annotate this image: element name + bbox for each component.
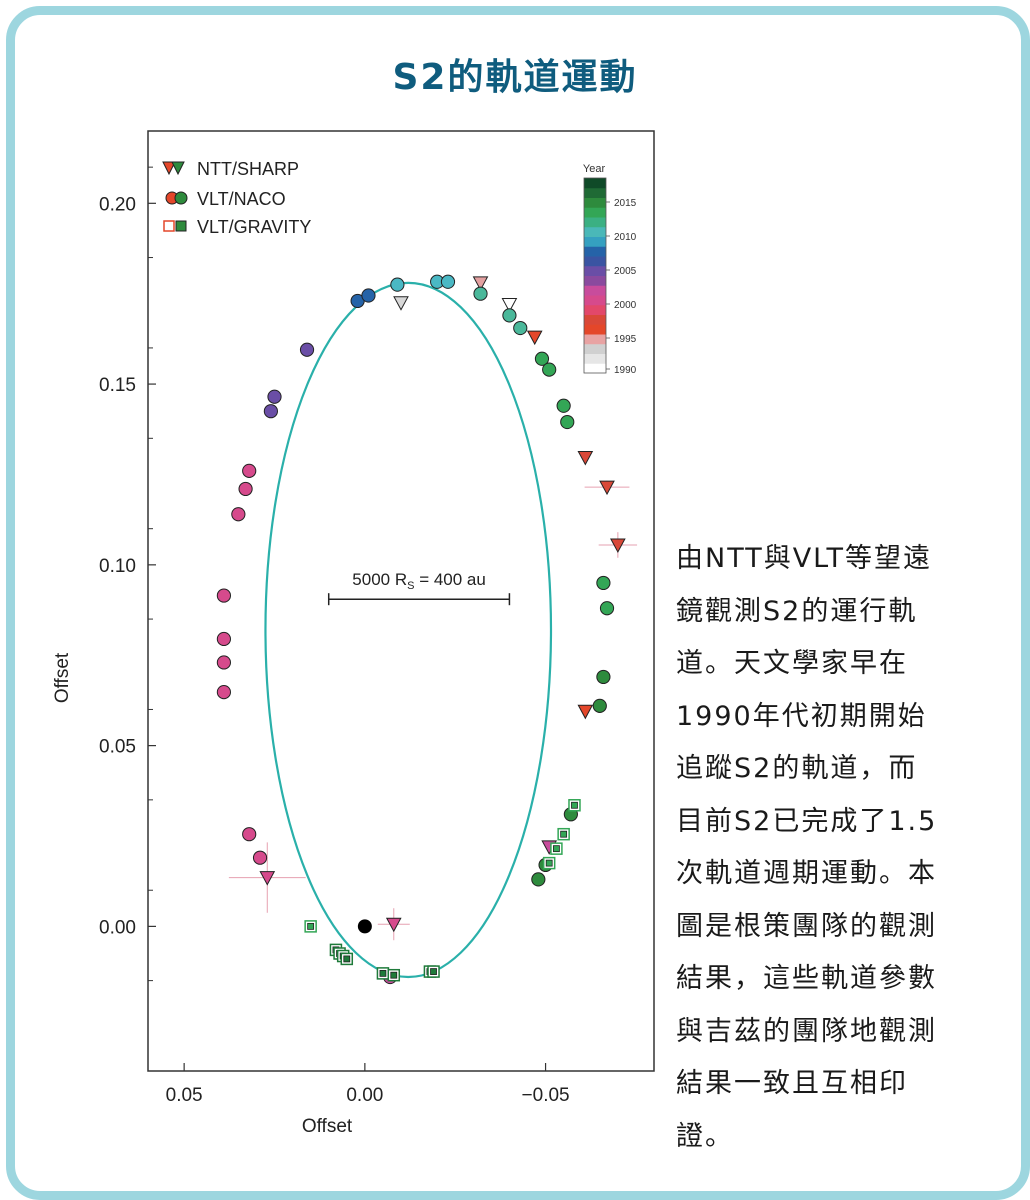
- colorbar-swatch: [584, 217, 606, 228]
- colorbar-tick-label: 2005: [614, 266, 637, 277]
- sharp-point: [599, 480, 615, 496]
- colorbar-title: Year: [583, 163, 606, 175]
- colorbar-swatch: [584, 295, 606, 306]
- legend-triangle-green: [171, 161, 185, 176]
- gravity-point-inner: [560, 830, 568, 838]
- legend-square-red: [163, 220, 175, 232]
- naco-point: [473, 286, 488, 301]
- sharp-point: [501, 298, 518, 313]
- naco-point: [390, 277, 405, 292]
- legend-label: NTT/SHARP: [197, 159, 299, 179]
- colorbar-swatch: [584, 343, 606, 354]
- naco-point: [242, 463, 257, 478]
- naco-point: [267, 389, 282, 404]
- sharp-point: [472, 276, 489, 291]
- x-tick-label: 0.00: [346, 1085, 383, 1106]
- naco-point: [231, 507, 246, 522]
- colorbar-swatch: [584, 246, 606, 257]
- naco-point: [238, 481, 253, 497]
- colorbar-swatch: [584, 265, 606, 276]
- sharp-point: [393, 296, 409, 311]
- page-title: S2的軌道運動: [392, 57, 638, 98]
- y-tick-label: 0.20: [99, 194, 136, 215]
- colorbar-border: [583, 177, 607, 374]
- x-tick-label: 0.05: [166, 1085, 203, 1106]
- naco-point: [299, 342, 315, 357]
- colorbar-tick-label: 2010: [614, 232, 637, 243]
- colorbar-swatch: [584, 324, 606, 335]
- gravity-point-inner: [571, 801, 578, 809]
- gravity-point-inner: [307, 922, 315, 930]
- gravity-point-inner: [545, 859, 553, 867]
- sharp-point: [526, 330, 543, 346]
- naco-point: [542, 362, 557, 377]
- colorbar-swatch: [584, 178, 606, 189]
- naco-point: [216, 588, 231, 603]
- colorbar-swatch: [584, 314, 606, 325]
- colorbar-swatch: [584, 275, 606, 286]
- colorbar-swatch: [584, 236, 606, 247]
- y-tick-label: 0.05: [99, 737, 136, 758]
- naco-point: [252, 850, 268, 865]
- legend-triangle-red: [162, 161, 176, 176]
- y-tick-label: 0.00: [99, 917, 136, 938]
- colorbar-swatch: [584, 304, 606, 315]
- sharp-point: [577, 450, 594, 466]
- legend-label: VLT/GRAVITY: [197, 217, 311, 237]
- legend-circle-green: [174, 191, 188, 205]
- colorbar-tick-label: 2015: [614, 198, 637, 209]
- naco-point: [556, 398, 571, 413]
- legend-label: VLT/NACO: [197, 189, 286, 209]
- colorbar-tick-label: 1990: [614, 365, 637, 376]
- y-tick-label: 0.10: [99, 556, 136, 577]
- naco-point: [531, 872, 546, 887]
- naco-point: [599, 601, 615, 616]
- naco-point: [534, 351, 550, 366]
- naco-point: [361, 288, 376, 303]
- gravity-point-inner: [379, 969, 387, 977]
- naco-point: [596, 575, 611, 591]
- gravity-point-inner: [553, 845, 560, 853]
- colorbar-swatch: [584, 334, 606, 345]
- naco-point: [440, 274, 456, 289]
- sharp-point: [610, 538, 626, 554]
- sharp-point: [577, 704, 594, 720]
- colorbar-swatch: [584, 197, 606, 208]
- naco-point: [242, 827, 257, 842]
- naco-point: [216, 631, 231, 647]
- gravity-point-inner: [343, 955, 351, 963]
- colorbar-swatch: [584, 256, 606, 267]
- naco-point: [592, 698, 607, 713]
- colorbar-tick-label: 2000: [614, 300, 637, 311]
- naco-point: [263, 404, 278, 419]
- y-tick-label: 0.15: [99, 375, 136, 396]
- sharp-point: [259, 871, 276, 886]
- colorbar-swatch: [584, 207, 606, 218]
- x-axis-label: Offset: [302, 1116, 353, 1137]
- scale-bar-label: 5000 RS = 400 au: [352, 570, 486, 592]
- naco-point: [216, 655, 231, 670]
- gravity-point-inner: [390, 971, 398, 979]
- orbit-ellipse: [264, 281, 553, 979]
- colorbar-tick-label: 1995: [614, 334, 637, 345]
- colorbar-swatch: [584, 226, 606, 237]
- gravity-point-inner: [430, 968, 437, 975]
- naco-point: [216, 685, 231, 700]
- colorbar-swatch: [584, 353, 606, 364]
- x-tick-label: −0.05: [522, 1085, 570, 1106]
- naco-point: [502, 308, 517, 323]
- colorbar-swatch: [584, 285, 606, 296]
- legend-square-green: [175, 220, 187, 232]
- naco-point: [596, 669, 611, 685]
- naco-point: [513, 320, 528, 336]
- description-text: 由NTT與VLT等望遠 鏡觀測S2的運行軌 道。天文學家早在 1990年代初期開…: [676, 543, 938, 1152]
- colorbar-swatch: [584, 187, 606, 198]
- y-axis-label: Offset: [52, 652, 73, 703]
- naco-point: [560, 414, 575, 430]
- colorbar-swatch: [584, 363, 606, 374]
- sharp-point: [385, 917, 402, 933]
- black-hole: [357, 919, 372, 934]
